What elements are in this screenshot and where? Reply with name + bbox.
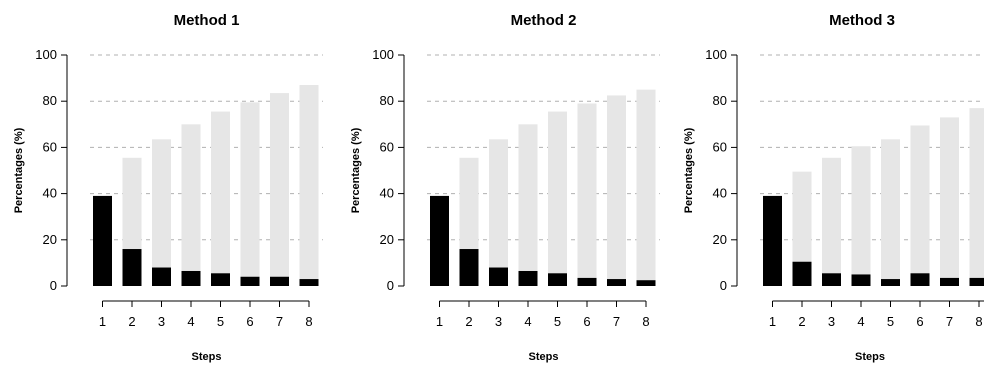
bar-light-step-5 bbox=[211, 111, 230, 286]
y-tick-label: 60 bbox=[43, 139, 57, 154]
y-tick-label: 0 bbox=[50, 278, 57, 293]
x-tick-label: 2 bbox=[128, 314, 135, 329]
bar-light-step-4 bbox=[518, 124, 538, 286]
x-axis-label: Steps bbox=[192, 351, 222, 363]
bar-light-step-3 bbox=[489, 139, 508, 286]
x-tick-label: 6 bbox=[916, 314, 923, 329]
bar-light-step-7 bbox=[607, 95, 626, 286]
x-tick-label: 5 bbox=[887, 314, 894, 329]
bar-dark-step-6 bbox=[577, 277, 597, 286]
y-tick-label: 80 bbox=[380, 93, 394, 108]
x-tick-label: 4 bbox=[857, 314, 864, 329]
bar-dark-step-4 bbox=[181, 270, 201, 286]
bar-dark-step-7 bbox=[940, 277, 959, 286]
x-tick-label: 7 bbox=[613, 314, 620, 329]
bar-dark-step-1 bbox=[93, 195, 112, 286]
y-tick-label: 20 bbox=[380, 232, 394, 247]
x-tick-label: 1 bbox=[436, 314, 443, 329]
chart-title: Method 1 bbox=[174, 12, 240, 29]
bar-dark-step-7 bbox=[607, 279, 626, 286]
y-tick-label: 60 bbox=[380, 139, 394, 154]
y-tick-label: 80 bbox=[713, 93, 727, 108]
x-tick-label: 1 bbox=[769, 314, 776, 329]
y-tick-label: 0 bbox=[720, 278, 727, 293]
bar-dark-step-8 bbox=[636, 280, 656, 286]
x-tick-label: 8 bbox=[642, 314, 649, 329]
chart-panel-3: 020406080100123456789Method 3StepsPercen… bbox=[683, 12, 984, 363]
bar-dark-step-2 bbox=[792, 261, 812, 286]
bar-dark-step-1 bbox=[763, 195, 782, 286]
chart-panel-2: 0 20 40 60 80 100 1 2 3 4 5 6 7 8 Method 2 Steps Percent… bbox=[350, 12, 660, 363]
chart-title: Method 2 bbox=[511, 12, 577, 29]
bar-dark-step-8 bbox=[969, 277, 984, 286]
bar-dark-step-3 bbox=[822, 273, 841, 286]
bar-dark-step-6 bbox=[910, 273, 930, 286]
x-tick-label: 8 bbox=[975, 314, 982, 329]
bar-dark-step-3 bbox=[152, 267, 171, 286]
x-tick-label: 7 bbox=[946, 314, 953, 329]
bar-dark-step-2 bbox=[122, 249, 142, 286]
bar-dark-step-4 bbox=[851, 274, 871, 286]
x-axis-label: Steps bbox=[529, 351, 559, 363]
x-tick-label: 4 bbox=[524, 314, 531, 329]
bar-light-step-3 bbox=[822, 157, 841, 286]
x-tick-label: 3 bbox=[158, 314, 165, 329]
bar-light-step-8 bbox=[636, 89, 656, 287]
y-axis-label: Percentages (%) bbox=[13, 127, 25, 213]
bar-dark-step-5 bbox=[211, 273, 230, 286]
y-tick-label: 100 bbox=[35, 47, 57, 62]
chart-title: Method 3 bbox=[829, 12, 895, 29]
y-tick-label: 40 bbox=[380, 186, 394, 201]
bar-dark-step-7 bbox=[270, 276, 289, 286]
y-tick-label: 20 bbox=[43, 232, 57, 247]
x-tick-label: 7 bbox=[276, 314, 283, 329]
bar-light-step-4 bbox=[181, 124, 201, 286]
bar-light-step-6 bbox=[910, 125, 930, 286]
bar-light-step-5 bbox=[548, 111, 567, 286]
bar-dark-step-6 bbox=[240, 276, 260, 286]
bar-dark-step-8 bbox=[299, 279, 319, 286]
x-tick-label: 1 bbox=[99, 314, 106, 329]
y-tick-label: 60 bbox=[713, 139, 727, 154]
bar-light-step-4 bbox=[851, 146, 871, 286]
y-tick-label: 20 bbox=[713, 232, 727, 247]
bar-dark-step-5 bbox=[548, 273, 567, 286]
bar-light-step-7 bbox=[940, 117, 959, 287]
bar-light-step-6 bbox=[577, 103, 597, 286]
x-tick-label: 6 bbox=[583, 314, 590, 329]
bar-dark-step-4 bbox=[518, 270, 538, 286]
x-tick-label: 6 bbox=[246, 314, 253, 329]
bar-light-step-5 bbox=[881, 139, 900, 286]
y-tick-label: 40 bbox=[43, 186, 57, 201]
y-tick-label: 0 bbox=[387, 278, 394, 293]
x-tick-label: 3 bbox=[495, 314, 502, 329]
y-axis-label: Percentages (%) bbox=[350, 127, 362, 213]
bar-light-step-8 bbox=[299, 85, 319, 286]
y-tick-label: 40 bbox=[713, 186, 727, 201]
x-tick-label: 5 bbox=[554, 314, 561, 329]
y-tick-label: 80 bbox=[43, 93, 57, 108]
x-tick-label: 8 bbox=[305, 314, 312, 329]
bar-light-step-6 bbox=[240, 102, 260, 286]
x-tick-label: 4 bbox=[187, 314, 194, 329]
bar-dark-step-3 bbox=[489, 267, 508, 286]
bar-dark-step-2 bbox=[459, 249, 479, 286]
y-axis-label: Percentages (%) bbox=[683, 127, 695, 213]
bar-light-step-3 bbox=[152, 139, 171, 286]
bar-dark-step-5 bbox=[881, 279, 900, 286]
bar-light-step-8 bbox=[969, 108, 984, 286]
x-tick-label: 2 bbox=[465, 314, 472, 329]
y-tick-label: 100 bbox=[705, 47, 727, 62]
chart-panel-1: 0 20 40 60 80 100 1 2 3 4 5 6 7 8 Method 1 Steps Percent… bbox=[13, 12, 323, 363]
x-tick-label: 2 bbox=[798, 314, 805, 329]
x-tick-label: 3 bbox=[828, 314, 835, 329]
bar-light-step-7 bbox=[270, 93, 289, 287]
x-tick-label: 5 bbox=[217, 314, 224, 329]
x-axis-label: Steps bbox=[855, 351, 885, 363]
bar-dark-step-1 bbox=[430, 195, 449, 286]
y-tick-label: 100 bbox=[372, 47, 394, 62]
bar-light-step-2 bbox=[792, 171, 812, 286]
